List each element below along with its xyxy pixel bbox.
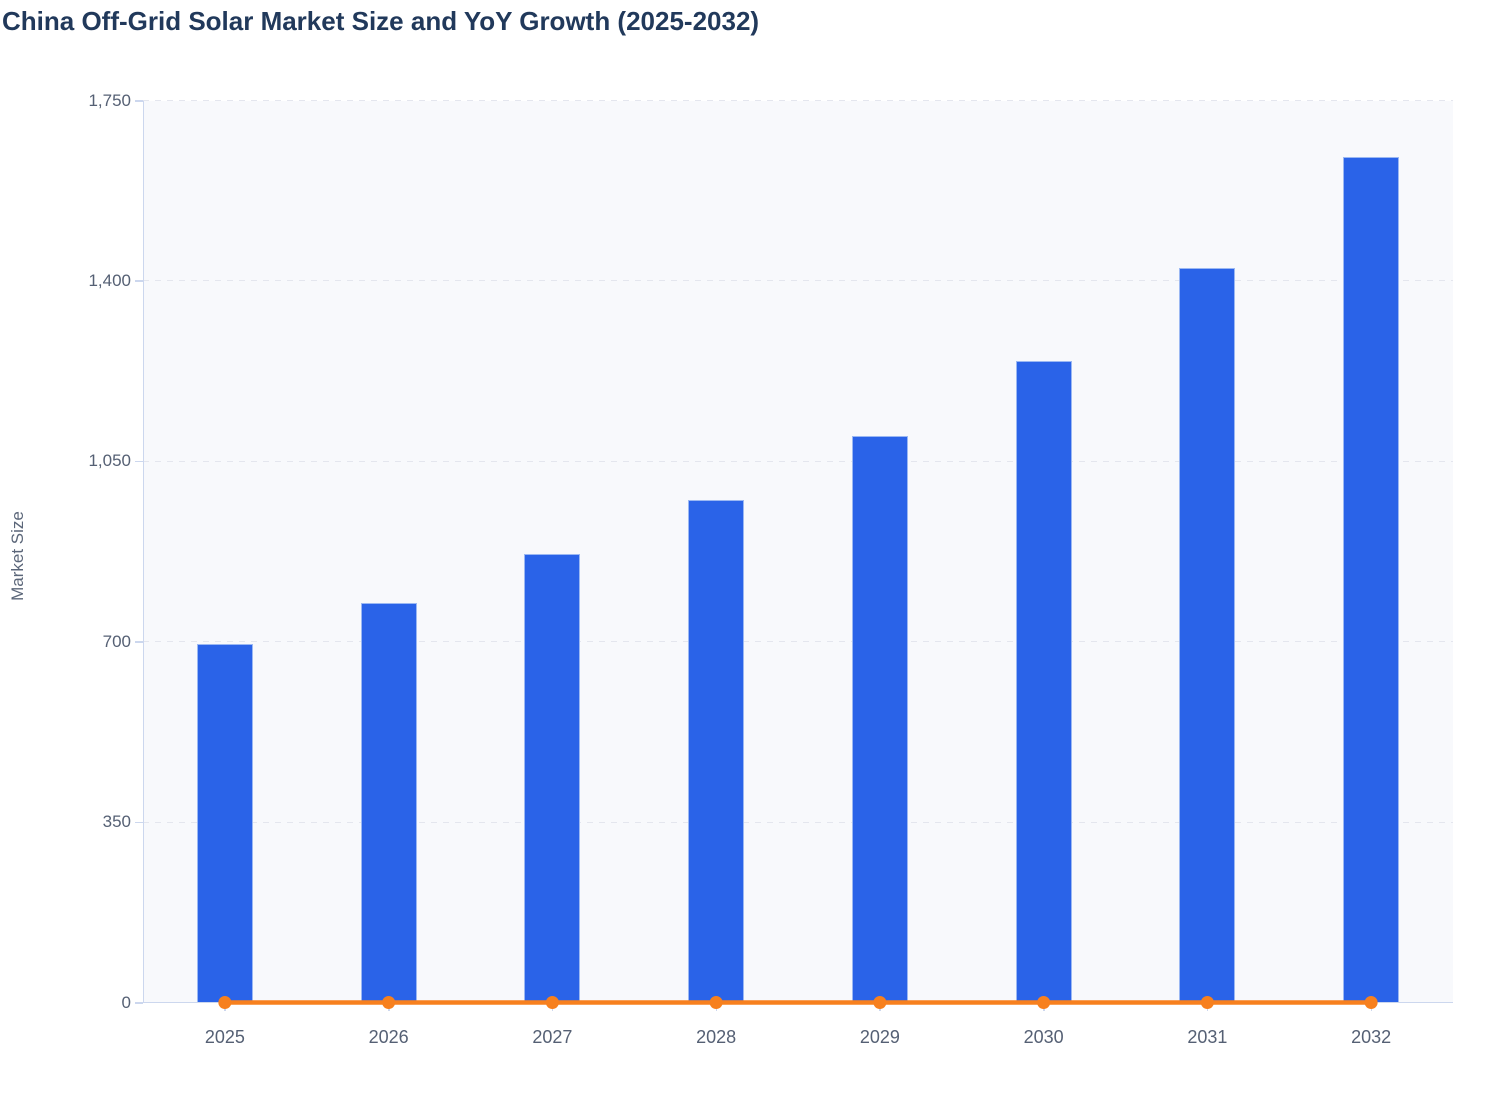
bar-2025[interactable] bbox=[196, 644, 253, 1003]
y-tick-label: 1,750 bbox=[88, 90, 131, 110]
y-tick-label: 350 bbox=[102, 812, 131, 832]
yoy-growth-point-2025[interactable] bbox=[218, 996, 232, 1009]
bar-2030[interactable] bbox=[1015, 360, 1072, 1003]
y-axis-tick bbox=[135, 280, 143, 282]
yoy-growth-point-2032[interactable] bbox=[1364, 996, 1378, 1009]
x-tick-label: 2027 bbox=[532, 1027, 573, 1047]
gridline bbox=[143, 100, 1453, 101]
y-axis-tick bbox=[135, 641, 143, 643]
yoy-growth-point-2026[interactable] bbox=[382, 996, 396, 1009]
y-tick-label: 1,400 bbox=[88, 270, 131, 290]
x-tick-label: 2029 bbox=[859, 1027, 900, 1047]
x-tick-label: 2025 bbox=[204, 1027, 245, 1047]
bar-2031[interactable] bbox=[1179, 268, 1236, 1003]
x-tick-label: 2030 bbox=[1023, 1027, 1064, 1047]
x-tick-label: 2032 bbox=[1351, 1027, 1392, 1047]
y-axis-tick bbox=[135, 100, 143, 102]
x-tick-label: 2026 bbox=[368, 1027, 409, 1047]
y-tick-label: 1,050 bbox=[88, 451, 131, 471]
y-tick-label: 700 bbox=[102, 631, 131, 651]
y-axis-tick bbox=[135, 821, 143, 824]
chart-title: China Off-Grid Solar Market Size and YoY… bbox=[2, 6, 760, 36]
x-tick-label: 2031 bbox=[1187, 1027, 1228, 1047]
bar-2027[interactable] bbox=[524, 554, 581, 1003]
y-axis-line bbox=[142, 100, 144, 1003]
bar-2032[interactable] bbox=[1343, 157, 1400, 1003]
y-axis-tick bbox=[135, 460, 143, 463]
y-tick-label: 0 bbox=[121, 992, 131, 1012]
bar-2028[interactable] bbox=[688, 499, 745, 1003]
gridline bbox=[143, 280, 1453, 282]
bar-2029[interactable] bbox=[851, 435, 908, 1003]
bar-2026[interactable] bbox=[360, 603, 417, 1003]
yoy-growth-point-2031[interactable] bbox=[1200, 996, 1214, 1009]
x-tick-label: 2028 bbox=[696, 1027, 737, 1047]
gridline bbox=[143, 641, 1453, 643]
yoy-growth-point-2029[interactable] bbox=[873, 996, 887, 1009]
yoy-growth-point-2027[interactable] bbox=[545, 996, 559, 1009]
yoy-growth-point-2028[interactable] bbox=[709, 996, 723, 1009]
yoy-growth-point-2030[interactable] bbox=[1037, 996, 1051, 1009]
gridline bbox=[143, 821, 1453, 823]
gridline bbox=[143, 460, 1453, 462]
